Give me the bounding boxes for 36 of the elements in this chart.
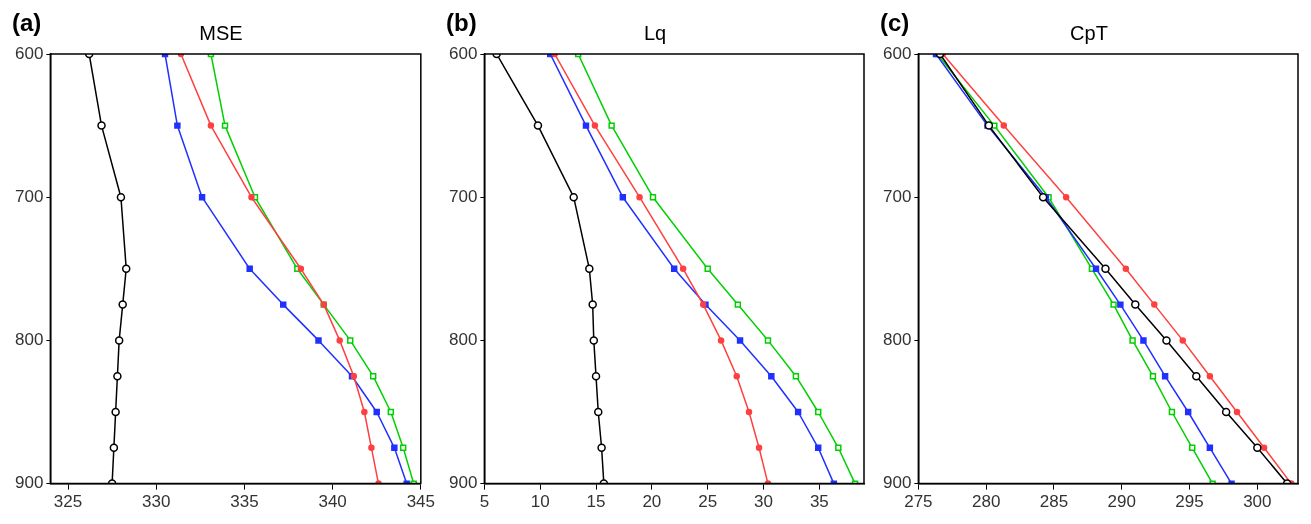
x-tick-label: 275 <box>904 492 933 512</box>
x-tick-label: 340 <box>318 492 347 512</box>
y-tick-label: 900 <box>14 473 44 493</box>
x-tick-label: 280 <box>971 492 1001 512</box>
text: (c) <box>880 8 910 36</box>
y-tick-label: 700 <box>14 186 44 206</box>
x-tick-label: 285 <box>1039 492 1069 512</box>
x-tick-label: 25 <box>698 492 718 512</box>
chart-title: MSE <box>199 21 243 44</box>
x-tick-label: 345 <box>406 492 436 512</box>
x-tick-label: 300 <box>1243 492 1272 512</box>
y-tick-label: 800 <box>14 330 44 350</box>
x-tick-label: 35 <box>809 492 829 512</box>
y-tick-label: 600 <box>448 43 478 63</box>
x-tick-label: 10 <box>530 492 550 512</box>
x-tick-label: 290 <box>1107 492 1136 512</box>
y-tick-label: 900 <box>448 473 478 493</box>
y-tick-label: 900 <box>882 473 912 493</box>
y-tick-label: 700 <box>882 186 912 206</box>
chart-title: CpT <box>1070 21 1108 44</box>
x-tick-label: 30 <box>754 492 773 512</box>
x-tick-label: 295 <box>1175 492 1204 512</box>
y-tick-label: 800 <box>448 330 478 350</box>
x-tick-label: 335 <box>230 492 259 512</box>
text: (a) <box>12 8 42 36</box>
text: (b) <box>446 8 477 36</box>
x-tick-label: 325 <box>53 492 83 512</box>
x-tick-label: 20 <box>642 492 662 512</box>
y-tick-label: 800 <box>882 330 912 350</box>
y-tick-label: 700 <box>448 186 478 206</box>
y-tick-label: 600 <box>882 43 912 63</box>
y-tick-label: 600 <box>14 43 44 63</box>
x-tick-label: 5 <box>479 492 490 512</box>
x-tick-label: 330 <box>142 492 171 512</box>
chart-title: Lq <box>643 21 667 44</box>
x-tick-label: 15 <box>586 492 606 512</box>
